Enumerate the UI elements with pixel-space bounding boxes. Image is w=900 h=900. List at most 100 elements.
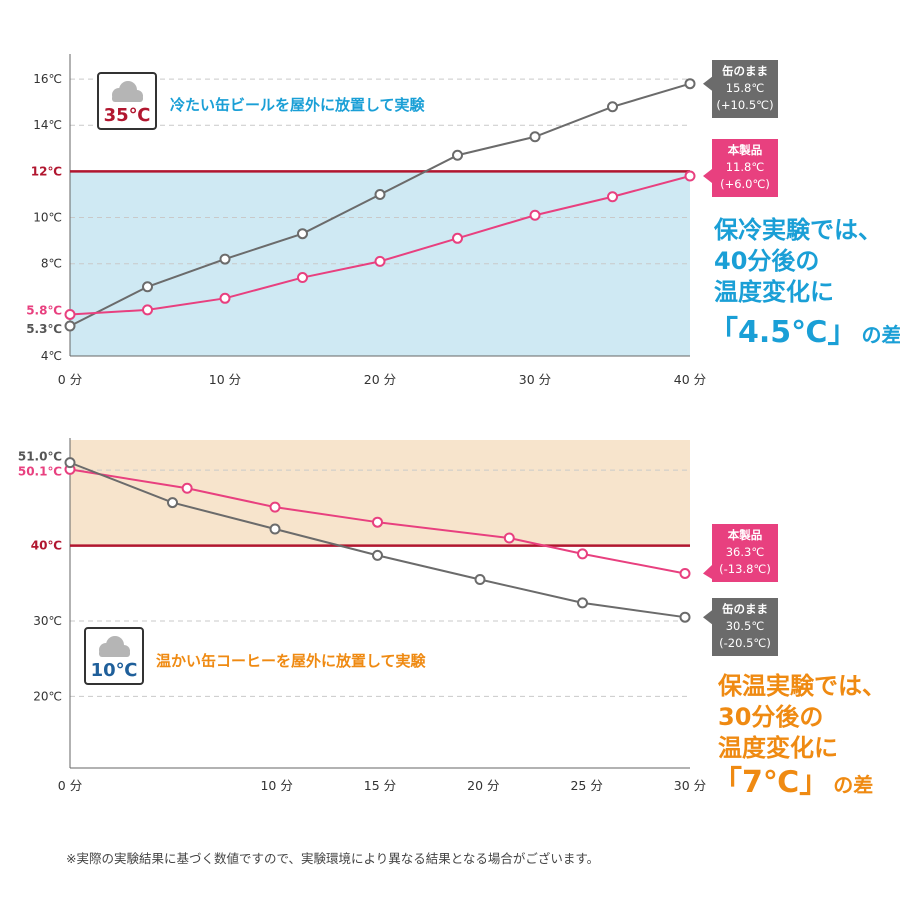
callout-pointer [703,76,712,91]
data-point [372,516,383,528]
chart-title: 温かい缶コーヒーを屋外に放置して実験 [156,652,427,670]
x-tick-label: 40 分 [674,372,706,387]
data-point [679,611,691,623]
cloud-icon-part [99,650,130,657]
summary-line: 温度変化に [718,734,838,762]
value-callout [712,524,778,582]
callout-pointer [703,565,712,579]
summary-value: 7℃ [742,765,799,800]
data-point [374,255,386,267]
data-point [297,228,308,240]
data-point [219,292,231,304]
x-tick-label: 30 分 [674,778,706,793]
y-tick-label: 5.8℃ [26,303,62,317]
value-callout [712,139,778,197]
data-point [142,281,153,293]
summary-bracket: 「 [712,765,742,800]
data-point [577,597,588,609]
callout-text: (+10.5℃) [716,98,773,112]
callout-text: 11.8℃ [726,160,765,174]
summary-result: 「4.5℃」 の差 [708,315,900,350]
callout-pointer [703,169,712,183]
data-point [529,209,541,221]
weather-temperature: 35℃ [104,105,151,126]
x-tick-label: 30 分 [519,372,551,387]
data-point [684,170,696,182]
data-point [167,497,178,509]
summary-bracket: 」 [799,765,829,800]
hot-zone-band [70,440,690,546]
summary-line: 保温実験では、 [717,672,886,700]
callout-text: 15.8℃ [726,81,765,95]
data-point [142,304,153,316]
data-point [372,549,383,561]
data-point [474,573,486,585]
summary-line: 30分後の [718,703,823,731]
data-point [684,78,696,90]
data-point [577,548,588,560]
summary-bracket: 」 [827,315,857,350]
x-tick-label: 20 分 [364,372,396,387]
data-point [64,457,76,469]
x-tick-label: 0 分 [58,372,82,387]
data-point [64,308,76,320]
weather-temperature: 10℃ [91,660,138,681]
y-tick-label: 12℃ [31,164,62,178]
y-tick-label: 4℃ [41,349,62,363]
cloud-icon-part [112,95,143,102]
x-tick-label: 25 分 [570,778,602,793]
cloud-icon [99,636,130,657]
footnote: ※実際の実験結果に基づく数値ですので、実験環境により異なる結果となる場合がござい… [66,851,600,866]
y-tick-label: 20℃ [33,689,62,703]
summary-result: 「7℃」 の差 [712,765,873,800]
data-point [219,253,231,265]
cloud-icon [112,81,143,102]
data-point [452,149,463,161]
callout-text: (+6.0℃) [720,177,770,191]
callout-pointer [703,610,712,625]
y-tick-label: 16℃ [33,72,62,86]
y-tick-label: 8℃ [41,257,62,271]
x-tick-label: 15 分 [364,778,396,793]
x-tick-label: 0 分 [58,778,82,793]
callout-text: 缶のまま [722,64,768,78]
y-tick-label: 14℃ [33,118,62,132]
data-point [452,232,463,244]
data-point [269,501,281,513]
data-point [607,101,618,113]
chart-title: 冷たい缶ビールを屋外に放置して実験 [170,96,426,114]
summary-suffix: の差 [861,323,900,347]
callout-text: (-20.5℃) [719,636,771,650]
summary-line: 温度変化に [714,278,834,306]
data-point [607,191,618,203]
y-tick-label: 50.1℃ [18,464,62,478]
callout-text: 缶のまま [722,602,768,616]
callout-text: 30.5℃ [726,619,765,633]
summary-value: 4.5℃ [738,315,827,350]
y-tick-label: 30℃ [33,614,62,628]
data-point [374,188,386,200]
data-point [529,131,541,143]
data-point [503,532,515,544]
value-callout [712,598,778,656]
y-tick-label: 5.3℃ [26,322,62,336]
chart-2: 51.0℃50.1℃ 40℃ 30℃ 20℃ 0 分 10 分 15 分 20 分 25 分 30… [18,438,886,800]
chart-1: 16℃ 14℃ 12℃ 10℃ 8℃ 5.8℃ 5.3℃ 4℃ 0 分 10 分 20 分 30 分 4… [26,54,900,387]
callout-text: 本製品 [728,528,763,542]
y-tick-label: 51.0℃ [18,450,62,464]
data-point [297,272,308,284]
data-point [181,482,193,494]
callout-text: 本製品 [728,143,763,157]
summary-line: 保冷実験では、 [713,216,882,244]
summary-suffix: の差 [833,773,873,797]
x-tick-label: 10 分 [209,372,241,387]
x-tick-label: 10 分 [260,778,292,793]
data-point [679,567,691,579]
y-tick-label: 10℃ [33,211,62,225]
x-tick-label: 20 分 [467,778,499,793]
value-callout [712,60,778,118]
y-tick-label: 40℃ [31,539,62,553]
summary-line: 40分後の [714,247,819,275]
data-point [64,320,76,332]
